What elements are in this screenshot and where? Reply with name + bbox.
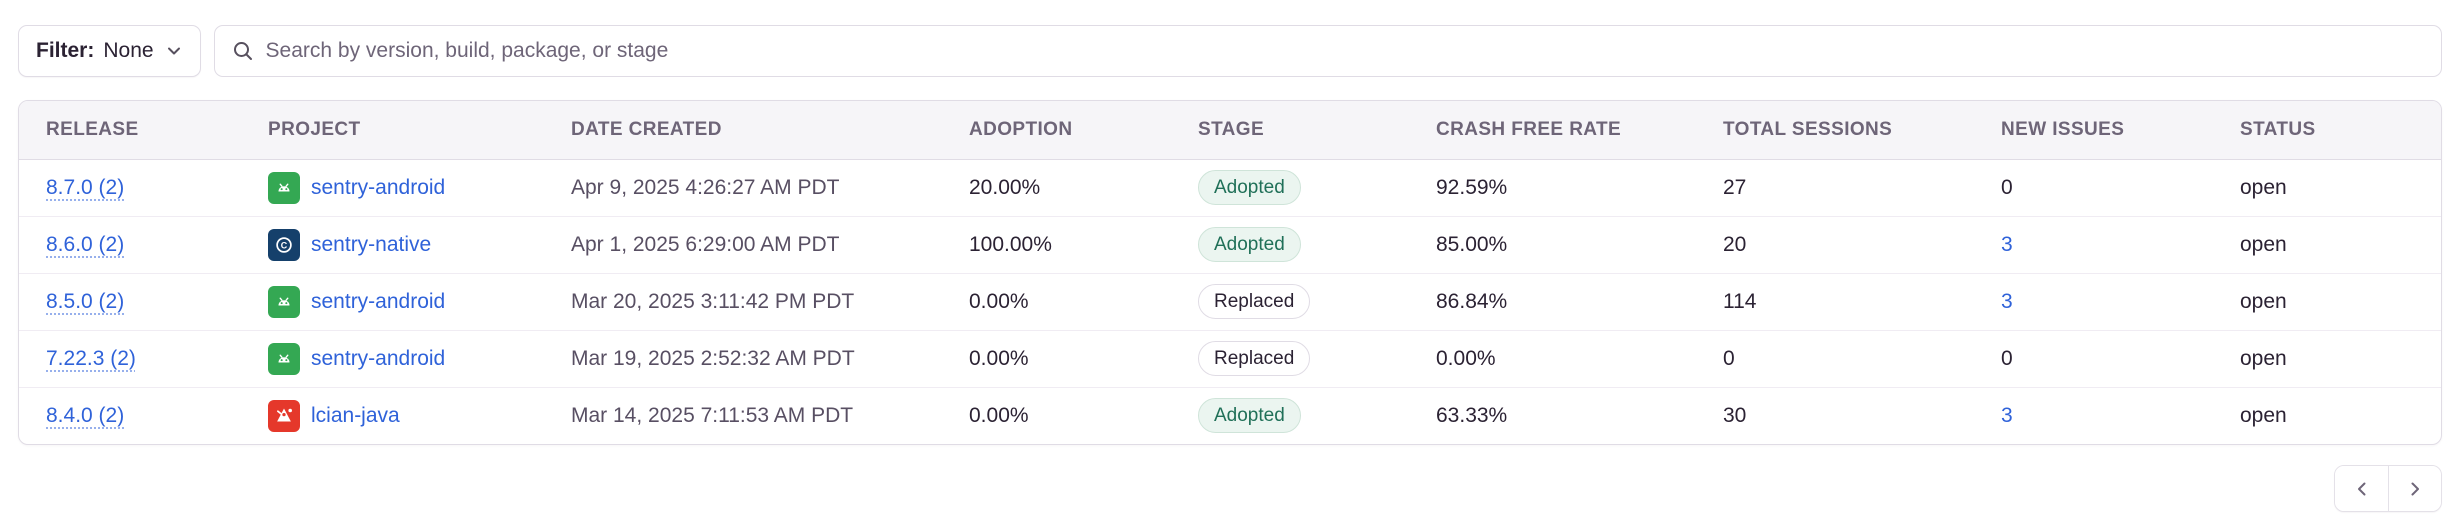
column-header-release: Release bbox=[19, 101, 268, 160]
status-value: open bbox=[2240, 289, 2287, 313]
table-row: 8.4.0 (2) lcian-java Mar 14, 2025 7:11:5… bbox=[19, 386, 2441, 444]
project-link[interactable]: sentry-android bbox=[311, 346, 446, 370]
new-issues-link[interactable]: 3 bbox=[2001, 403, 2013, 427]
table-row: 8.6.0 (2) C sentry-native Apr 1, 2025 6:… bbox=[19, 215, 2441, 273]
date-created: Mar 19, 2025 2:52:32 AM PDT bbox=[571, 346, 855, 370]
column-header-new-issues: New Issues bbox=[2001, 101, 2240, 160]
column-header-adoption: Adoption bbox=[969, 101, 1198, 160]
filter-value: None bbox=[103, 39, 154, 62]
search-box[interactable] bbox=[213, 25, 2442, 77]
project-link[interactable]: sentry-android bbox=[311, 289, 446, 313]
project-cell: sentry-android bbox=[268, 342, 571, 375]
c-native-icon: C bbox=[268, 228, 300, 261]
project-link[interactable]: sentry-android bbox=[311, 175, 446, 199]
total-sessions-value: 0 bbox=[1723, 346, 1735, 370]
project-cell: C sentry-native bbox=[268, 228, 571, 261]
chevron-down-icon bbox=[167, 47, 180, 55]
crash-free-rate-value: 85.00% bbox=[1436, 232, 1508, 256]
stage-badge: Adopted bbox=[1198, 227, 1301, 262]
android-icon bbox=[268, 342, 300, 375]
release-version-link[interactable]: 8.4.0 (2) bbox=[46, 403, 125, 427]
stage-badge: Adopted bbox=[1198, 398, 1301, 434]
android-icon bbox=[268, 171, 300, 204]
project-cell: sentry-android bbox=[268, 285, 571, 318]
new-issues-link[interactable]: 3 bbox=[2001, 232, 2013, 256]
releases-table-panel: Release Project Date Created Adoption St… bbox=[18, 100, 2442, 445]
column-header-stage: Stage bbox=[1198, 101, 1436, 160]
stage-badge: Replaced bbox=[1198, 284, 1311, 319]
filter-toolbar: Filter: None bbox=[18, 25, 2442, 77]
project-link[interactable]: sentry-native bbox=[311, 232, 432, 256]
status-value: open bbox=[2240, 346, 2287, 370]
project-cell: lcian-java bbox=[268, 399, 571, 432]
svg-text:C: C bbox=[281, 240, 288, 250]
search-input[interactable] bbox=[265, 39, 2424, 63]
total-sessions-value: 30 bbox=[1723, 403, 1747, 427]
new-issues-link[interactable]: 3 bbox=[2001, 289, 2013, 313]
releases-table: Release Project Date Created Adoption St… bbox=[19, 101, 2441, 444]
table-row: 8.5.0 (2) sentry-android Mar 20, 2025 3:… bbox=[19, 272, 2441, 330]
total-sessions-value: 27 bbox=[1723, 175, 1747, 199]
date-created: Mar 14, 2025 7:11:53 AM PDT bbox=[571, 403, 854, 427]
column-header-project: Project bbox=[268, 101, 571, 160]
java-icon bbox=[268, 399, 300, 432]
crash-free-rate-value: 0.00% bbox=[1436, 346, 1496, 370]
stage-badge: Adopted bbox=[1198, 170, 1301, 205]
adoption-value: 100.00% bbox=[969, 232, 1052, 256]
status-value: open bbox=[2240, 403, 2287, 427]
column-header-total-sessions: Total Sessions bbox=[1723, 101, 2001, 160]
release-version-link[interactable]: 8.5.0 (2) bbox=[46, 289, 125, 313]
total-sessions-value: 20 bbox=[1723, 232, 1747, 256]
previous-page-button[interactable] bbox=[2335, 466, 2388, 511]
column-header-date-created: Date Created bbox=[571, 101, 969, 160]
filter-label: Filter: bbox=[36, 39, 95, 62]
table-row: 8.7.0 (2) sentry-android Apr 9, 2025 4:2… bbox=[19, 159, 2441, 216]
new-issues-count: 0 bbox=[2001, 175, 2013, 199]
pagination bbox=[18, 465, 2442, 512]
table-row: 7.22.3 (2) sentry-android Mar 19, 2025 2… bbox=[19, 329, 2441, 387]
column-header-status: Status bbox=[2240, 101, 2441, 160]
date-created: Mar 20, 2025 3:11:42 PM PDT bbox=[571, 289, 855, 313]
release-version-link[interactable]: 7.22.3 (2) bbox=[46, 346, 136, 370]
chevron-right-icon bbox=[2411, 482, 2419, 495]
chevron-left-icon bbox=[2357, 482, 2365, 495]
pagination-button-group bbox=[2334, 465, 2442, 512]
filter-dropdown-button[interactable]: Filter: None bbox=[18, 25, 201, 77]
search-icon bbox=[233, 42, 252, 60]
releases-page: Filter: None Release Project Date Create… bbox=[18, 25, 2442, 512]
new-issues-count: 0 bbox=[2001, 346, 2013, 370]
crash-free-rate-value: 86.84% bbox=[1436, 289, 1508, 313]
status-value: open bbox=[2240, 175, 2287, 199]
adoption-value: 0.00% bbox=[969, 403, 1029, 427]
adoption-value: 0.00% bbox=[969, 346, 1029, 370]
stage-badge: Replaced bbox=[1198, 341, 1311, 376]
project-link[interactable]: lcian-java bbox=[311, 403, 400, 427]
table-header-row: Release Project Date Created Adoption St… bbox=[19, 101, 2441, 160]
date-created: Apr 1, 2025 6:29:00 AM PDT bbox=[571, 232, 840, 256]
next-page-button[interactable] bbox=[2388, 466, 2441, 511]
date-created: Apr 9, 2025 4:26:27 AM PDT bbox=[571, 175, 840, 199]
crash-free-rate-value: 92.59% bbox=[1436, 175, 1508, 199]
adoption-value: 0.00% bbox=[969, 289, 1029, 313]
release-version-link[interactable]: 8.6.0 (2) bbox=[46, 232, 125, 256]
column-header-crash-free-rate: Crash Free Rate bbox=[1436, 101, 1723, 160]
android-icon bbox=[268, 285, 300, 318]
adoption-value: 20.00% bbox=[969, 175, 1041, 199]
total-sessions-value: 114 bbox=[1723, 289, 1757, 313]
status-value: open bbox=[2240, 232, 2287, 256]
project-cell: sentry-android bbox=[268, 171, 571, 204]
release-version-link[interactable]: 8.7.0 (2) bbox=[46, 175, 125, 199]
crash-free-rate-value: 63.33% bbox=[1436, 403, 1508, 427]
